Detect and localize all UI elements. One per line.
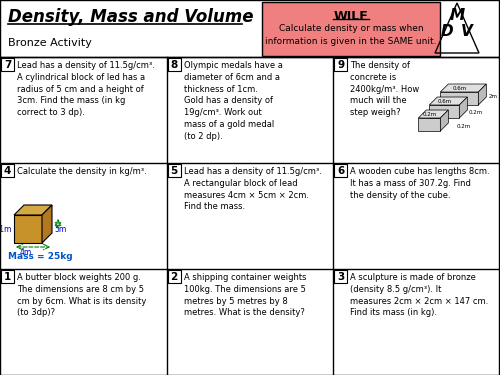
Text: 8: 8 xyxy=(170,60,178,69)
Text: Calculate the density in kg/m³.: Calculate the density in kg/m³. xyxy=(17,167,147,176)
Text: Bronze Activity: Bronze Activity xyxy=(8,38,92,48)
Polygon shape xyxy=(418,110,448,118)
Text: A wooden cube has lengths 8cm.
It has a mass of 307.2g. Find
the density of the : A wooden cube has lengths 8cm. It has a … xyxy=(350,167,490,200)
Bar xyxy=(334,270,347,283)
Polygon shape xyxy=(460,97,468,118)
Text: 0.6m: 0.6m xyxy=(437,99,452,104)
Text: M: M xyxy=(450,8,464,23)
Text: 2m: 2m xyxy=(488,94,498,99)
Text: Lead has a density of 11.5g/cm³.
A cylindrical block of led has a
radius of 5 cm: Lead has a density of 11.5g/cm³. A cylin… xyxy=(17,61,155,117)
Polygon shape xyxy=(430,105,460,118)
Text: 7: 7 xyxy=(4,60,11,69)
Bar xyxy=(1,164,14,177)
Text: 4m: 4m xyxy=(20,248,32,257)
Polygon shape xyxy=(440,84,486,92)
Text: The density of
concrete is
2400kg/m³. How
much will the
step weigh?: The density of concrete is 2400kg/m³. Ho… xyxy=(350,61,420,117)
Text: 5m: 5m xyxy=(54,225,66,234)
Polygon shape xyxy=(14,205,52,215)
Text: 0.1m: 0.1m xyxy=(0,225,12,234)
Text: 0.2m: 0.2m xyxy=(422,112,436,117)
Text: 2: 2 xyxy=(170,272,178,282)
Text: A shipping container weights
100kg. The dimensions are 5
metres by 5 metres by 8: A shipping container weights 100kg. The … xyxy=(184,273,306,317)
Bar xyxy=(168,58,180,71)
Text: 1: 1 xyxy=(4,272,11,282)
Text: WILF: WILF xyxy=(334,10,368,23)
Text: Calculate density or mass when
information is given in the SAME unit.: Calculate density or mass when informati… xyxy=(265,24,437,45)
Text: D: D xyxy=(440,24,454,39)
Polygon shape xyxy=(14,215,42,243)
Text: Density, Mass and Volume: Density, Mass and Volume xyxy=(8,8,254,26)
Text: 0.2m: 0.2m xyxy=(468,110,482,114)
Bar xyxy=(168,164,180,177)
Text: 0.2m: 0.2m xyxy=(456,124,470,129)
Bar xyxy=(334,58,347,71)
Bar xyxy=(262,2,440,56)
Text: 0.6m: 0.6m xyxy=(452,86,466,91)
Bar xyxy=(168,270,180,283)
Text: A butter block weights 200 g.
The dimensions are 8 cm by 5
cm by 6cm. What is it: A butter block weights 200 g. The dimens… xyxy=(17,273,146,317)
Text: 5: 5 xyxy=(170,165,178,176)
Polygon shape xyxy=(430,97,468,105)
Text: V: V xyxy=(461,24,473,39)
Bar xyxy=(334,164,347,177)
Text: Mass = 25kg: Mass = 25kg xyxy=(8,252,72,261)
Polygon shape xyxy=(440,110,448,131)
Text: 3: 3 xyxy=(337,272,344,282)
Text: Olympic medals have a
diameter of 6cm and a
thickness of 1cm.
Gold has a density: Olympic medals have a diameter of 6cm an… xyxy=(184,61,282,141)
Text: A sculpture is made of bronze
(density 8.5 g/cm³). It
measures 2cm × 2cm × 147 c: A sculpture is made of bronze (density 8… xyxy=(350,273,488,317)
Polygon shape xyxy=(478,84,486,105)
Text: 4: 4 xyxy=(4,165,11,176)
Text: 6: 6 xyxy=(337,165,344,176)
Polygon shape xyxy=(42,205,52,243)
Bar xyxy=(1,58,14,71)
Bar xyxy=(1,270,14,283)
Text: 9: 9 xyxy=(338,60,344,69)
Polygon shape xyxy=(440,92,478,105)
Polygon shape xyxy=(418,118,440,131)
Text: Lead has a density of 11.5g/cm³.
A rectangular block of lead
measures 4cm × 5cm : Lead has a density of 11.5g/cm³. A recta… xyxy=(184,167,322,211)
